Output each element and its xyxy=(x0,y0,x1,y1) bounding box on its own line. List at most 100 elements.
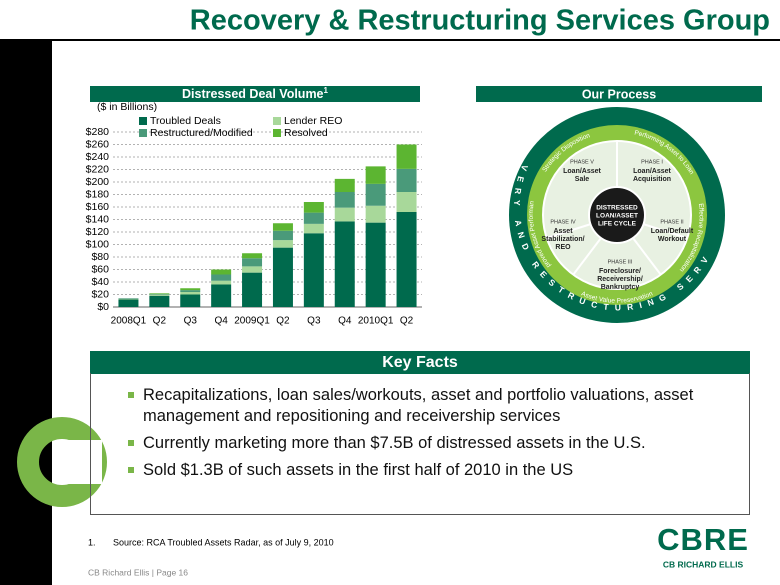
y-tick-label: $220 xyxy=(86,163,110,175)
bar-segment xyxy=(396,212,417,307)
legend-label: Restructured/Modified xyxy=(150,127,253,139)
phase-name: Foreclosure/ xyxy=(599,268,641,275)
bar-segment xyxy=(396,168,417,192)
x-tick-label: Q3 xyxy=(184,316,198,327)
bar-segment xyxy=(334,178,355,192)
footer: CB Richard Ellis | Page 16 xyxy=(88,567,188,577)
phase-label: PHASE II xyxy=(660,219,684,225)
y-tick-label: $280 xyxy=(86,126,110,138)
center-label: LOAN/ASSET xyxy=(596,213,638,220)
phase-name: Workout xyxy=(658,236,687,243)
slide-title: Recovery & Restructuring Services Group xyxy=(190,5,770,37)
legend-label: Lender REO xyxy=(284,115,342,127)
bar-segment xyxy=(334,221,355,307)
chart-subtitle: ($ in Billions) xyxy=(97,101,157,113)
y-tick-label: $80 xyxy=(91,251,109,263)
bar-segment xyxy=(242,272,263,307)
bar-segment xyxy=(180,288,201,291)
y-tick-label: $160 xyxy=(86,201,110,213)
y-tick-label: $0 xyxy=(97,301,109,313)
bar-segment xyxy=(211,284,232,307)
bar-segment xyxy=(242,253,263,259)
bar-segment xyxy=(149,293,170,294)
fact: Recapitalizations, loan sales/workouts, … xyxy=(128,385,749,427)
y-tick-label: $20 xyxy=(91,288,109,300)
y-tick-label: $100 xyxy=(86,238,110,250)
phase-name: Loan/Asset xyxy=(633,168,671,175)
x-tick-label: 2010Q1 xyxy=(358,316,394,327)
phase-name: Loan/Default xyxy=(651,228,694,235)
footnote-ref: 1 xyxy=(324,86,329,95)
y-tick-label: $40 xyxy=(91,276,109,288)
y-tick-label: $180 xyxy=(86,188,110,200)
center-label: DISTRESSED xyxy=(596,205,638,212)
legend-swatch xyxy=(139,129,147,137)
bar-segment xyxy=(334,192,355,208)
bar-segment xyxy=(180,290,201,292)
bar-segment xyxy=(365,183,386,206)
x-tick-label: 2008Q1 xyxy=(111,316,147,327)
divider xyxy=(642,223,688,239)
bar-segment xyxy=(118,299,139,307)
phase-name: Receivership/ xyxy=(597,276,643,283)
phase-name: REO xyxy=(555,244,571,251)
legend-label: Resolved xyxy=(284,127,328,139)
y-tick-label: $200 xyxy=(86,176,110,188)
y-tick-label: $120 xyxy=(86,226,110,238)
bar-segment xyxy=(272,247,293,307)
logo-arc-gap xyxy=(62,440,102,484)
process-header-bg xyxy=(476,86,762,102)
bar-segment xyxy=(365,222,386,307)
bar-segment xyxy=(118,298,139,300)
fact-list: Recapitalizations, loan sales/workouts, … xyxy=(91,385,749,481)
legend-label: Troubled Deals xyxy=(150,115,221,127)
bar-segment xyxy=(180,292,201,295)
bar-segment xyxy=(149,295,170,307)
bar-segment xyxy=(149,294,170,296)
divider xyxy=(572,237,602,276)
phase-name: Asset xyxy=(553,228,573,235)
x-tick-label: 2009Q1 xyxy=(234,316,270,327)
phase-name: Acquisition xyxy=(633,176,671,183)
divider xyxy=(632,237,662,276)
legend-swatch xyxy=(273,129,281,137)
x-tick-label: Q2 xyxy=(400,316,414,327)
bar-segment xyxy=(396,144,417,169)
wheel-center xyxy=(588,186,646,244)
bar-segment xyxy=(365,205,386,223)
legend-swatch xyxy=(273,117,281,125)
fact: Currently marketing more than $7.5B of d… xyxy=(128,433,749,454)
logo-mark: CBRE xyxy=(657,522,749,557)
bar-segment xyxy=(272,223,293,231)
x-tick-label: Q3 xyxy=(307,316,321,327)
y-tick-label: $240 xyxy=(86,151,110,163)
phase-name: Bankruptcy xyxy=(601,284,640,291)
x-tick-label: Q4 xyxy=(338,316,352,327)
phase-label: PHASE V xyxy=(570,159,594,165)
bar-segment xyxy=(242,266,263,273)
divider xyxy=(546,223,592,239)
x-tick-label: Q4 xyxy=(214,316,228,327)
y-tick-label: $260 xyxy=(86,138,110,150)
footnote-text: Source: RCA Troubled Assets Radar, as of… xyxy=(113,537,334,547)
bar-segment xyxy=(303,233,324,307)
key-facts: Recapitalizations, loan sales/workouts, … xyxy=(90,373,750,515)
y-tick-label: $60 xyxy=(91,263,109,275)
bar-segment xyxy=(303,212,324,224)
phase-label: PHASE I xyxy=(641,159,663,165)
x-tick-label: Q2 xyxy=(153,316,167,327)
bar-segment xyxy=(396,192,417,212)
bar-segment xyxy=(118,298,139,299)
chart-header-text: Distressed Deal Volume xyxy=(182,87,324,101)
legend-swatch xyxy=(139,117,147,125)
phase-name: Loan/Asset xyxy=(563,168,601,175)
bar-segment xyxy=(272,240,293,248)
x-tick-label: Q2 xyxy=(276,316,290,327)
facts-header-bg xyxy=(90,351,750,374)
bar-segment xyxy=(365,166,386,184)
y-tick-label: $140 xyxy=(86,213,110,225)
bar-segment xyxy=(303,202,324,213)
key-facts-title: Key Facts xyxy=(382,354,458,371)
